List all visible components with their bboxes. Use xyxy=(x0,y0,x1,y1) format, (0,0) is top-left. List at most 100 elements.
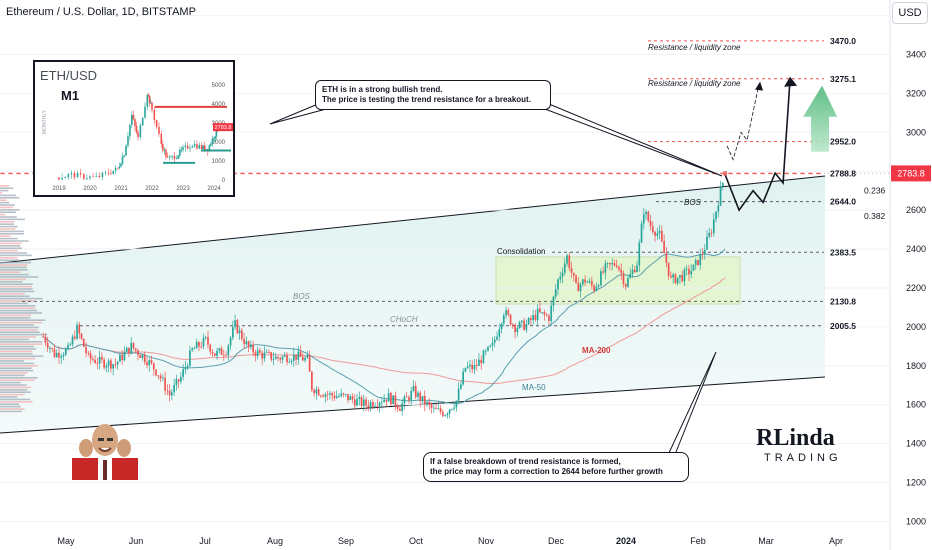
inset-candle-body xyxy=(129,124,131,137)
candle-body xyxy=(396,405,399,409)
candle-body xyxy=(143,354,146,363)
candle-body xyxy=(42,336,45,338)
candle-body xyxy=(545,314,548,316)
candle-body xyxy=(358,397,361,400)
candle-body xyxy=(586,282,589,284)
candle-body xyxy=(247,341,250,348)
candle-body xyxy=(80,333,83,339)
volume-profile-bar xyxy=(0,300,35,302)
inset-candle-body xyxy=(147,94,150,96)
inset-candle-body xyxy=(125,145,127,156)
candle-body xyxy=(132,342,135,349)
candle-body xyxy=(489,345,492,347)
currency-button[interactable]: USD xyxy=(892,2,928,24)
inset-y-tick: 1000 xyxy=(212,159,226,165)
volume-profile-bar xyxy=(0,305,36,307)
inset-candle-body xyxy=(153,109,156,121)
volume-profile-bar xyxy=(0,321,42,324)
volume-profile-bar xyxy=(0,348,37,350)
candle-body xyxy=(636,265,638,272)
candle-body xyxy=(697,259,699,265)
y-tick-label: 1800 xyxy=(906,361,926,371)
candle-body xyxy=(335,396,338,399)
inset-y-tick: 2000 xyxy=(212,140,226,146)
inset-candle-body xyxy=(146,94,149,107)
candle-body xyxy=(502,315,505,324)
inset-candle-body xyxy=(198,145,201,149)
inset-y-tick: 4000 xyxy=(212,102,226,108)
inset-candle-body xyxy=(64,177,66,179)
candle-body xyxy=(532,315,534,321)
volume-profile-bar xyxy=(0,281,23,283)
inset-candle-body xyxy=(144,106,146,118)
candle-body xyxy=(701,253,704,255)
level-label: 2383.5 xyxy=(830,247,856,257)
candle-body xyxy=(218,348,221,351)
candle-body xyxy=(369,402,372,408)
volume-profile-bar xyxy=(0,343,43,345)
candle-body xyxy=(428,401,431,405)
candle-body xyxy=(186,365,189,368)
inset-candle-body xyxy=(83,174,85,179)
bullish-arrow xyxy=(803,85,838,152)
annotation-ma200: MA-200 xyxy=(582,346,611,355)
candle-body xyxy=(209,344,212,352)
volume-profile-bar xyxy=(0,329,38,331)
candle-body xyxy=(423,395,426,405)
volume-profile-bar xyxy=(0,213,6,216)
volume-profile-bar xyxy=(0,396,18,398)
candle-body xyxy=(103,359,105,368)
candle-body xyxy=(270,352,273,360)
chart-labels: 3470.0 3275.1 2952.0 2788.8 2644.0 2383.5 2130… xyxy=(293,36,886,392)
inset-candle-body xyxy=(166,156,169,158)
candle-body xyxy=(620,269,623,274)
candle-body xyxy=(182,369,185,377)
volume-profile-bar xyxy=(0,247,22,249)
candle-body xyxy=(448,409,451,414)
candle-body xyxy=(552,296,555,306)
inset-candle-body xyxy=(117,167,119,169)
candle-body xyxy=(308,355,311,372)
candle-body xyxy=(200,346,203,348)
candle-body xyxy=(581,279,584,285)
candle-body xyxy=(272,359,275,360)
candle-body xyxy=(719,186,722,206)
candle-body xyxy=(469,364,471,367)
candle-body xyxy=(220,348,223,355)
candle-body xyxy=(213,353,216,356)
candle-body xyxy=(498,329,501,337)
candle-body xyxy=(207,336,209,345)
candle-body xyxy=(649,220,652,227)
candle-body xyxy=(624,283,627,287)
candle-body xyxy=(152,363,155,370)
candle-body xyxy=(593,285,595,291)
volume-profile-bar xyxy=(0,216,17,218)
volume-profile-bar xyxy=(0,187,14,189)
candle-body xyxy=(692,264,695,271)
chart-title: Ethereum / U.S. Dollar, 1D, BITSTAMP xyxy=(6,6,196,18)
candle-body xyxy=(647,211,650,221)
candle-body xyxy=(128,347,130,354)
annotation-consolidation: Consolidation xyxy=(497,247,545,256)
volume-profile-bar xyxy=(0,307,35,309)
volume-profile-bar xyxy=(0,273,29,276)
callout-top-line2: The price is testing the trend resistanc… xyxy=(322,95,531,104)
volume-profile-bar xyxy=(0,398,31,401)
inset-candle-body xyxy=(193,144,196,147)
channel-top-line xyxy=(0,175,826,264)
volume-profile-bar xyxy=(0,249,18,252)
candle-body xyxy=(216,350,218,356)
candle-body xyxy=(618,266,620,270)
x-tick-label: Feb xyxy=(690,536,706,546)
candle-body xyxy=(367,405,370,408)
candle-body xyxy=(265,351,268,353)
projection-alt xyxy=(726,83,760,161)
volume-profile-bar xyxy=(0,365,38,367)
candle-body xyxy=(326,394,329,396)
inset-x-tick: 2024 xyxy=(207,186,221,192)
volume-profile-bar xyxy=(0,314,31,317)
callout-bottom-line1: If a false breakdown of trend resistance… xyxy=(430,457,621,466)
candle-body xyxy=(577,282,580,292)
x-tick-label: Mar xyxy=(758,536,774,546)
